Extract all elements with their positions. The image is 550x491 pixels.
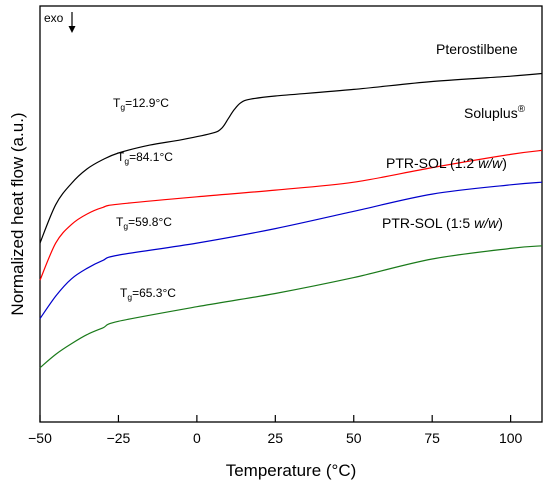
series-label-soluplus: Soluplus® — [464, 104, 526, 121]
x-tick-label: 0 — [193, 430, 201, 446]
series-line-1 — [39, 149, 543, 281]
series-lines — [39, 72, 543, 369]
tg-label-ptr-sol-1-2: Tg=59.8°C — [116, 215, 172, 231]
x-tick-label: −50 — [28, 430, 52, 446]
x-axis-title: Temperature (°C) — [226, 461, 357, 480]
series-line-0 — [39, 72, 543, 244]
series-label-pterostilbene: Pterostilbene — [436, 41, 518, 57]
tg-label-soluplus: Tg=84.1°C — [117, 150, 173, 166]
x-tick-label: 50 — [346, 430, 362, 446]
x-axis-ticks: −50 −25 0 25 50 75 100 — [28, 415, 523, 446]
series-label-ptr-sol-1-2: PTR-SOL (1:2 w/w) — [386, 155, 507, 171]
x-tick-label: 100 — [499, 430, 523, 446]
exo-label: exo — [44, 11, 64, 25]
series-line-3 — [39, 245, 543, 369]
tg-label-pterostilbene: Tg=12.9°C — [113, 96, 169, 112]
plot-frame — [39, 5, 543, 423]
tg-label-ptr-sol-1-5: Tg=65.3°C — [120, 286, 176, 302]
series-label-ptr-sol-1-5: PTR-SOL (1:5 w/w) — [382, 215, 503, 231]
y-axis-title: Normalized heat flow (a.u.) — [8, 112, 27, 315]
exo-arrow-icon — [68, 12, 76, 33]
x-tick-label: 25 — [268, 430, 284, 446]
x-tick-label: −25 — [107, 430, 131, 446]
series-line-2 — [39, 181, 543, 319]
x-tick-label: 75 — [424, 430, 440, 446]
